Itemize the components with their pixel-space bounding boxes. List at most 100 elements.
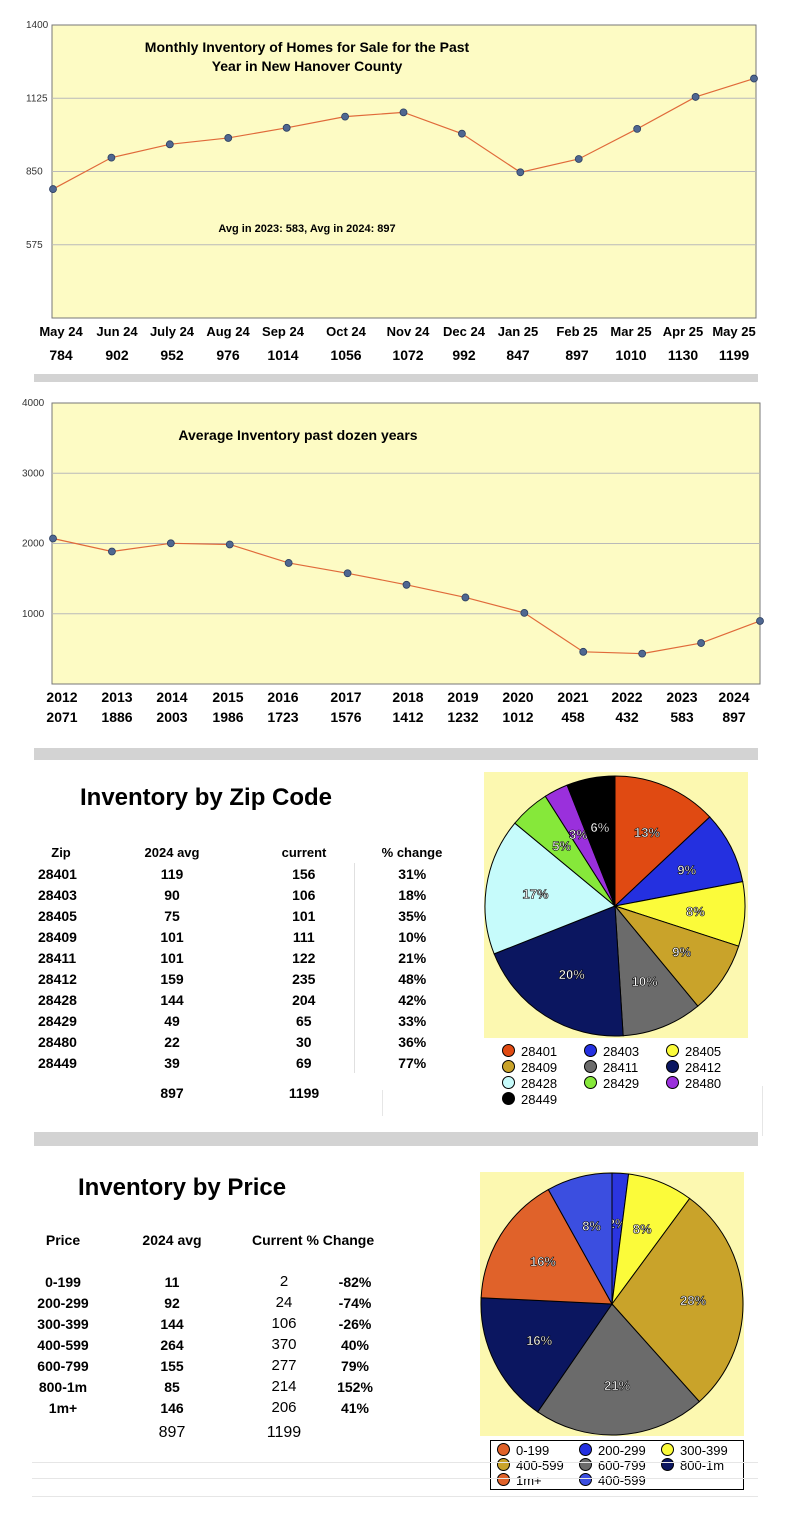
legend-swatch [502,1076,515,1089]
zip-table-cell: 42% [398,991,427,1008]
price-table: Price 2024 avg Current % Change 0-199 11 2… [28,1229,388,1448]
data-point [225,540,234,549]
pie-slice-label: 13% [634,825,660,840]
data-point [458,129,466,138]
value-label: 1576 [330,709,361,725]
legend-swatch [666,1044,679,1057]
x-category-label: Oct 24 [326,324,367,339]
data-point [341,112,349,121]
x-category-label: May 24 [39,324,83,339]
value-label: 1130 [668,347,699,363]
zip-table-cell: 101 [254,905,355,926]
legend-swatch [502,1044,515,1057]
pie-slice-label: 8% [633,1222,652,1237]
x-category-label: Dec 24 [443,324,486,339]
price-table-cell: 146 [160,1399,184,1416]
legend-label: 600-799 [598,1458,646,1473]
pie-slice-label: 3% [569,827,588,842]
pie-slice [566,775,616,907]
yearly-inventory-chart: 1000 2000 3000 4000 Average Inventory past … [22,398,764,725]
zip-table-cell: 28403 [38,886,77,903]
sheet-gridline [32,1462,758,1463]
zip-table-row: 28412 159 235 48% [32,968,470,989]
legend-item: 800-1m [661,1458,724,1473]
data-point [49,534,57,543]
legend-swatch [497,1473,510,1486]
monthly-annotation: Avg in 2023: 583, Avg in 2024: 897 [218,223,395,235]
legend-item: 600-799 [579,1458,646,1473]
zip-table-row: 28429 49 65 33% [32,1010,470,1031]
legend-item: 28405 [666,1044,721,1059]
zip-table-cell: 28449 [38,1054,77,1071]
price-table-cell: 92 [164,1294,180,1311]
zip-table-cell: 28429 [38,1012,77,1029]
zip-table-cell: 18% [398,886,427,903]
legend-swatch [661,1443,674,1456]
price-section-title: Inventory by Price [78,1174,287,1201]
legend-swatch [497,1443,510,1456]
zip-table-cell: 28411 [38,949,77,966]
x-category-label: 2014 [156,689,187,705]
legend-swatch [584,1044,597,1057]
legend-label: 28405 [685,1044,722,1059]
zip-pie-chart: 13% 9% 8% 9% 10% 20% 17% 5%3% 6% [484,775,746,1037]
price-table-cell: 11 [164,1273,180,1290]
price-header-current-change: Current % Change [252,1231,375,1248]
price-table-cell: 24 [275,1294,293,1311]
separator-bar-3 [34,1132,758,1146]
zip-table-cell: 144 [160,991,184,1008]
data-point [579,647,588,656]
zip-table-cell: 30 [254,1031,355,1052]
x-category-label: Jun 24 [96,324,138,339]
zip-table-row: 28409 101 111 10% [32,926,470,947]
price-table-cell: 300-399 [37,1315,89,1332]
value-label: 1886 [101,709,132,725]
price-table-cell: 800-1m [38,1378,88,1395]
value-label: 1072 [392,347,423,363]
zip-table-cell: 10% [398,928,427,945]
pie-slice [614,775,711,908]
sheet-gridline [32,1496,758,1497]
x-category-label: July 24 [150,324,195,339]
legend-item: 28449 [502,1092,557,1107]
legend-label: 28412 [685,1060,722,1075]
zip-table-row: 28480 22 30 36% [32,1031,470,1052]
zip-table-cell: 48% [398,970,427,987]
data-point [399,108,408,117]
value-label: 458 [561,709,585,725]
data-point [691,93,700,101]
zip-pie-legend: 28401 28403 28405 28409 28411 28412 28428 28429… [496,1042,776,1114]
zip-total-current: 1199 [288,1085,320,1101]
legend-item: 300-399 [661,1443,728,1458]
pie-slice-label: 16% [526,1333,552,1348]
legend-item: 28428 [502,1076,557,1091]
price-header-2024: 2024 avg [142,1231,202,1248]
price-table-cell: 155 [160,1357,184,1374]
zip-table-cell: 28428 [38,991,77,1008]
data-point [343,569,352,578]
sheet-gridline [762,1086,763,1136]
price-total-2024: 897 [158,1424,186,1441]
price-table-cell: 0-199 [45,1273,81,1290]
zip-table-cell: 31% [398,865,427,882]
legend-item: 0-199 [497,1443,549,1458]
price-table-cell: 200-299 [37,1294,89,1311]
data-point [49,185,57,193]
legend-label: 28429 [603,1076,640,1091]
data-point [224,134,233,142]
data-point [284,559,293,567]
legend-label: 28428 [521,1076,558,1091]
data-point [638,649,647,658]
legend-swatch [661,1458,674,1471]
x-category-label: Apr 25 [663,324,703,339]
price-table-cell: 85 [164,1378,180,1395]
zip-table-cell: 101 [160,928,184,945]
price-pie-chart: 2% 8%28%21%16%16%8% [480,1172,744,1436]
zip-table-cell: 28405 [38,907,77,924]
price-table-cell: 2 [279,1273,289,1290]
legend-swatch [502,1092,515,1105]
value-label: 902 [105,347,129,363]
price-table-row: 800-1m 85 214 152% [28,1376,388,1397]
pie-slice [480,1297,613,1413]
data-point [282,123,291,132]
